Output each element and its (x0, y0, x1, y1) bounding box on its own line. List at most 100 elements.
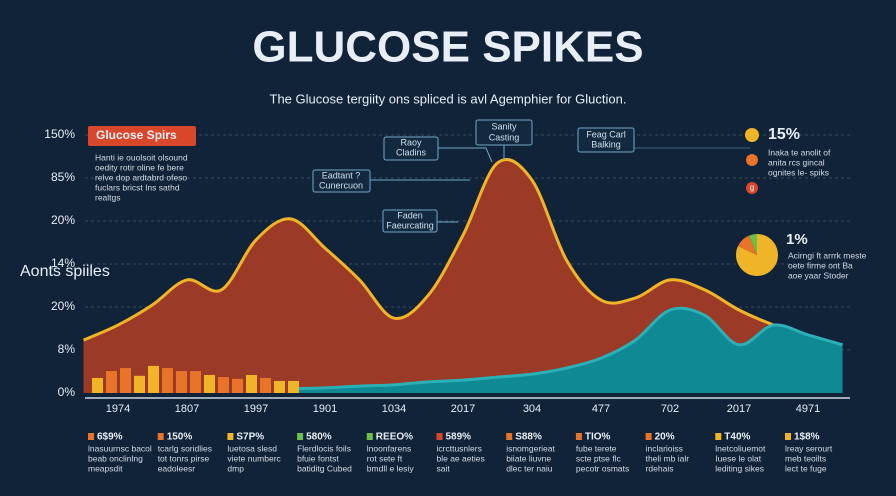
bar (232, 378, 243, 393)
stat-text: lnoonfarens (367, 443, 411, 453)
x-tick-label: 2017 (727, 403, 751, 415)
x-tick-label: 1807 (175, 403, 199, 415)
stat-text: sait (437, 463, 451, 473)
y-axis-label: Aonts spiiles (20, 263, 110, 280)
x-tick-label: 2017 (451, 403, 475, 415)
x-tick-label: 1034 (382, 403, 406, 415)
stat-icon (506, 433, 513, 440)
note-text: realtgs (95, 192, 121, 202)
bar (148, 365, 159, 393)
stat-value: 20% (655, 432, 675, 443)
stat-text: batiditg Cubed (297, 463, 352, 473)
x-tick-label: 4971 (796, 403, 820, 415)
area-line (290, 306, 843, 391)
stat-value: TIO% (585, 432, 611, 443)
stat-text: isnomgerieat (506, 443, 555, 453)
stat-icon (785, 433, 791, 440)
stat-text: inclarioiss (646, 443, 683, 453)
callout-box (475, 119, 533, 146)
bar (288, 380, 299, 393)
stat-text: pecotr osmats (576, 463, 629, 473)
stat-icon (645, 433, 652, 440)
bar (218, 377, 229, 393)
pie-slice (749, 233, 757, 255)
pie-slice (737, 235, 757, 255)
y-tick-label: 8% (58, 342, 76, 356)
subtitle: The Glucose tergiity ons spliced is avl … (270, 91, 627, 106)
stat-value: T40% (724, 432, 750, 443)
callout-text: Sanity (491, 121, 517, 131)
pie-text: Acirngi ft arrrk meste (788, 250, 867, 260)
pie-label: 1% (786, 231, 808, 248)
chart-title: GLUCOSE SPIKES (252, 23, 643, 72)
callouts: Raoy Cladins Sanity Casting Feag Carl Ba… (312, 119, 750, 233)
bar (120, 368, 131, 393)
callout-text: Faeurcating (386, 220, 434, 230)
note-text: oedity rotir oline fe bere (95, 162, 184, 172)
callout-text: Cunercuon (319, 180, 363, 190)
bar (106, 371, 117, 393)
side-text: anita rcs gincal (768, 157, 825, 167)
plot: 0% 8% 20% 14% 20% 85% 150% 1974 1807 1997 1901 1034… (44, 127, 850, 415)
stat-icon (297, 433, 304, 440)
y-tick-label: 20% (51, 299, 75, 313)
note-text: Hanti ie ouolsoit olsound (95, 152, 188, 162)
stat-value: 589% (446, 432, 472, 443)
bar (246, 374, 257, 393)
bar (176, 371, 187, 393)
badge: g (750, 183, 754, 192)
side-text: Inaka te anolit of (768, 147, 831, 157)
x-tick-label: 477 (592, 403, 610, 415)
x-tick-label: 702 (661, 403, 679, 415)
stat-text: lediting sikes (715, 463, 764, 473)
callout-text: Feag Carl (586, 129, 626, 139)
x-tick-label: 1997 (244, 403, 268, 415)
stat-icon (88, 433, 94, 440)
bar (274, 380, 285, 393)
stat-text: scte ptse flc (576, 453, 622, 463)
callout-box (382, 209, 438, 233)
stat-text: dlec ter naiu (506, 463, 553, 473)
dot (746, 182, 758, 194)
callout-text: Cladins (396, 147, 427, 157)
callout-box (312, 169, 371, 193)
stat-text: Flerdlocis foils (297, 443, 351, 453)
stat-text: lnasuurnsc bacol (88, 443, 152, 453)
y-tick-label: 20% (51, 213, 75, 227)
stat-text: dmp (227, 463, 244, 473)
pie-text: aoe yaar Stoder (788, 270, 849, 280)
stat-value: 150% (167, 432, 193, 443)
y-tick-label: 0% (58, 385, 76, 399)
stat-value: S88% (515, 432, 542, 443)
bar (260, 377, 271, 393)
stat-text: icrcttusnlers (437, 443, 482, 453)
stat-text: eadoleesr (158, 463, 196, 473)
stat-text: viete numberc (227, 453, 281, 463)
leader (438, 147, 493, 163)
area (290, 308, 843, 393)
stat-text: luetosa slesd (227, 443, 277, 453)
stat-text: ble ae aeties (437, 453, 485, 463)
x-tick-label: 1974 (106, 403, 130, 415)
y-tick-label: 150% (44, 127, 75, 141)
stat-value: S7P% (236, 432, 264, 443)
stat-text: Iuese le olat (715, 453, 761, 463)
y-tick-label: 14% (51, 256, 75, 270)
callout-text: Eadtant ? (322, 170, 361, 180)
callout-box (383, 136, 439, 161)
stat-text: bfuie fontst (297, 453, 339, 463)
stat-text: fube terete (576, 443, 617, 453)
side-headline: 15% (768, 126, 800, 143)
legend-tag (88, 126, 196, 146)
stat-text: lect te fuge (785, 463, 827, 473)
bar (204, 374, 215, 393)
stat-text: bmdll e lesiy (367, 463, 415, 473)
stat-text: tcarlg soridlies (158, 443, 212, 453)
callout-box (577, 127, 635, 153)
x-tick-label: 304 (523, 403, 541, 415)
bar (190, 371, 201, 393)
stat-text: lreay serourt (785, 443, 833, 453)
